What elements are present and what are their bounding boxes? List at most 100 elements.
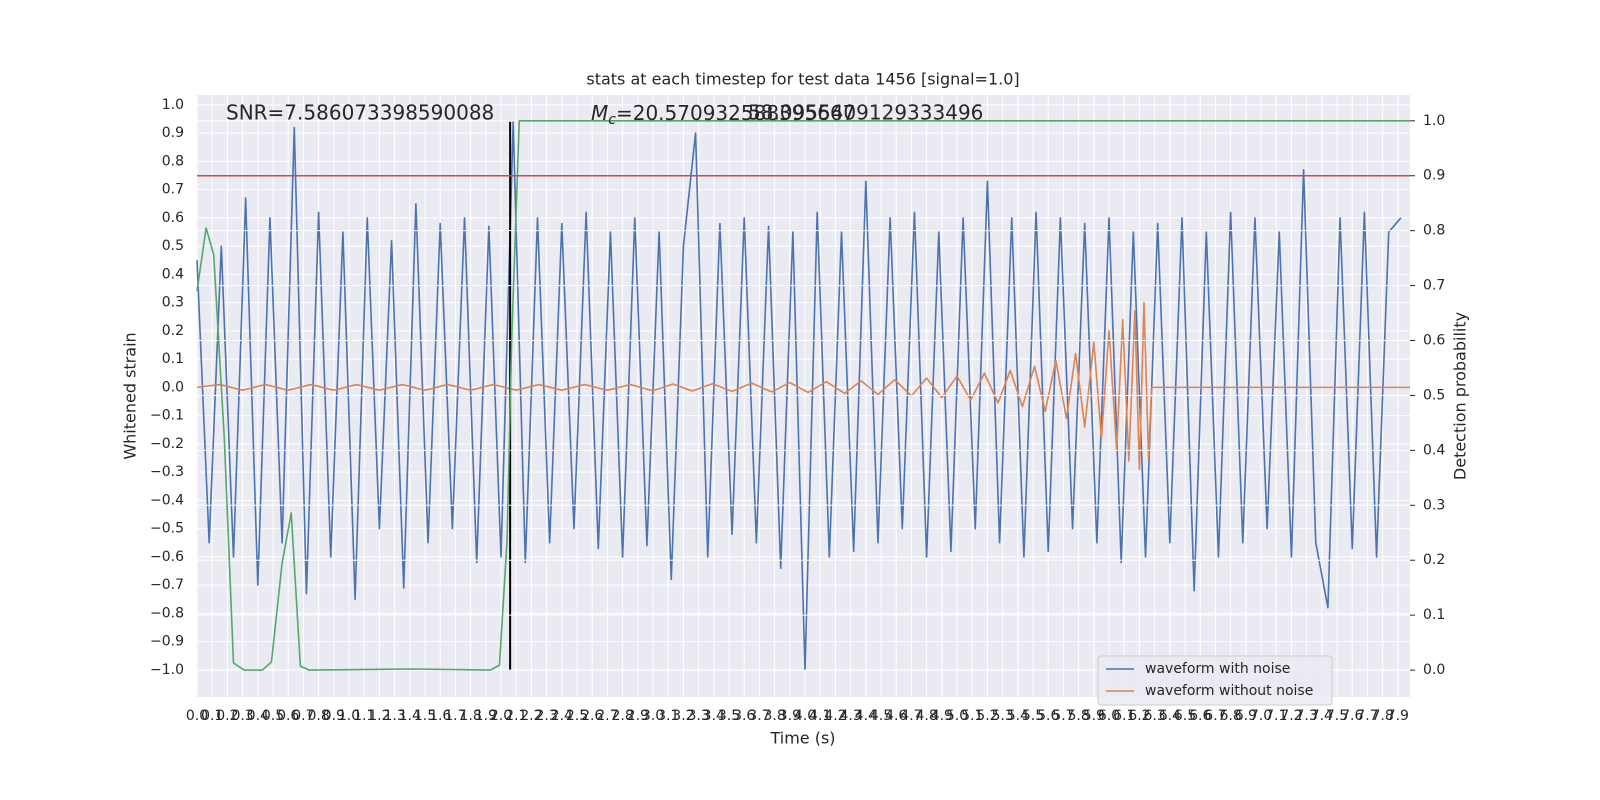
x-tick-label: 4.4	[855, 708, 877, 724]
x-tick-label: 6.2	[1128, 708, 1150, 724]
x-tick-label: 5.2	[976, 708, 998, 724]
x-tick-label: 6.1	[1113, 708, 1135, 724]
x-tick-label: 3.9	[779, 708, 801, 724]
x-tick-label: 1.8	[459, 708, 481, 724]
x-tick-label: 7.6	[1341, 708, 1363, 724]
x-tick-label: 1.2	[368, 708, 390, 724]
x-tick-label: 5.9	[1083, 708, 1105, 724]
x-tick-label: 7.5	[1326, 708, 1348, 724]
y-tick-label: 0.2	[162, 323, 184, 339]
x-tick-label: 7.1	[1265, 708, 1287, 724]
series-line	[196, 121, 1402, 671]
x-tick-label: 2.2	[520, 708, 542, 724]
x-tick-label: 5.6	[1037, 708, 1059, 724]
x-tick-label: 6.3	[1143, 708, 1165, 724]
y-tick-label: −0.1	[150, 408, 184, 424]
x-tick-label: 6.8	[1220, 708, 1242, 724]
x-tick-label: 0.9	[323, 708, 345, 724]
x-tick-label: 3.0	[642, 708, 664, 724]
y2-tick-label: 0.7	[1423, 278, 1445, 294]
x-tick-label: 2.3	[535, 708, 557, 724]
x-tick-label: 7.2	[1280, 708, 1302, 724]
series-line	[196, 301, 1410, 471]
x-tick-label: 6.0	[1098, 708, 1120, 724]
x-tick-label: 7.9	[1387, 708, 1409, 724]
x-tick-label: 0.3	[231, 708, 253, 724]
y-tick-label: −0.4	[150, 492, 184, 508]
y-tick-label: −1.0	[150, 662, 184, 678]
x-tick-label: 0.7	[292, 708, 314, 724]
x-tick-label: 1.4	[399, 708, 421, 724]
x-tick-label: 1.5	[414, 708, 436, 724]
x-tick-label: 7.3	[1296, 708, 1318, 724]
x-tick-label: 2.9	[627, 708, 649, 724]
y-tick-label: 0.5	[162, 238, 184, 254]
x-tick-label: 1.3	[383, 708, 405, 724]
x-tick-label: 5.7	[1052, 708, 1074, 724]
x-tick-label: 4.3	[839, 708, 861, 724]
y-tick-label: 0.9	[162, 125, 184, 141]
x-tick-label: 4.2	[824, 708, 846, 724]
x-tick-label: 6.6	[1189, 708, 1211, 724]
y2-axis-label: Detection probability	[1451, 312, 1470, 480]
y2-tick-label: 0.6	[1423, 333, 1445, 349]
x-tick-label: 0.4	[247, 708, 269, 724]
x-tick-label: 4.8	[915, 708, 937, 724]
x-tick-label: 0.0	[186, 708, 208, 724]
x-tick-label: 6.5	[1174, 708, 1196, 724]
y-tick-label: −0.8	[150, 605, 184, 621]
y-tick-label: 0.7	[162, 182, 184, 198]
y-tick-label: −0.3	[150, 464, 184, 480]
y2-tick-label: 0.0	[1423, 662, 1445, 678]
x-tick-label: 1.6	[429, 708, 451, 724]
x-tick-label: 1.7	[444, 708, 466, 724]
annotation-text: =20.570932588395667	[616, 101, 855, 125]
x-tick-label: 5.3	[991, 708, 1013, 724]
x-tick-label: 4.7	[900, 708, 922, 724]
y-tick-label: −0.5	[150, 521, 184, 537]
x-tick-label: 6.4	[1159, 708, 1181, 724]
x-tick-label: 6.9	[1235, 708, 1257, 724]
x-tick-label: 1.9	[475, 708, 497, 724]
x-tick-label: 3.8	[763, 708, 785, 724]
y-tick-label: 0.6	[162, 210, 184, 226]
x-tick-label: 3.3	[687, 708, 709, 724]
x-tick-label: 5.4	[1007, 708, 1029, 724]
x-tick-label: 2.6	[581, 708, 603, 724]
annotation: Mc=20.570932588395667	[591, 101, 855, 129]
annotation-symbol: M	[591, 101, 608, 125]
legend-label: waveform with noise	[1145, 661, 1290, 677]
x-tick-label: 0.1	[201, 708, 223, 724]
legend-box	[1097, 655, 1333, 706]
x-tick-label: 5.8	[1067, 708, 1089, 724]
x-tick-label: 2.8	[611, 708, 633, 724]
x-tick-label: 4.9	[931, 708, 953, 724]
series-line	[196, 120, 1410, 671]
x-tick-label: 3.5	[718, 708, 740, 724]
x-tick-label: 7.7	[1356, 708, 1378, 724]
x-tick-label: 7.4	[1311, 708, 1333, 724]
y2-tick-label: 0.1	[1423, 607, 1445, 623]
y-tick-label: 0.3	[162, 295, 184, 311]
x-tick-label: 3.6	[733, 708, 755, 724]
x-tick-label: 2.4	[551, 708, 573, 724]
x-tick-label: 0.8	[307, 708, 329, 724]
y-tick-label: 0.8	[162, 153, 184, 169]
x-tick-label: 4.5	[870, 708, 892, 724]
x-tick-label: 0.5	[262, 708, 284, 724]
chart-title: stats at each timestep for test data 145…	[586, 70, 1019, 89]
y2-tick-label: 0.4	[1423, 442, 1445, 458]
x-tick-label: 5.1	[961, 708, 983, 724]
x-tick-label: 4.1	[809, 708, 831, 724]
x-tick-label: 1.1	[353, 708, 375, 724]
y2-tick-label: 1.0	[1423, 113, 1445, 129]
x-tick-label: 7.8	[1372, 708, 1394, 724]
x-tick-label: 2.7	[596, 708, 618, 724]
x-axis-label: Time (s)	[769, 729, 835, 748]
x-tick-label: 5.0	[946, 708, 968, 724]
annotation: 58.0955409129333496	[748, 101, 983, 125]
x-tick-label: 0.2	[216, 708, 238, 724]
y2-tick-label: 0.5	[1423, 387, 1445, 403]
x-tick-label: 2.0	[490, 708, 512, 724]
annotation: SNR=7.586073398590088	[226, 101, 494, 125]
